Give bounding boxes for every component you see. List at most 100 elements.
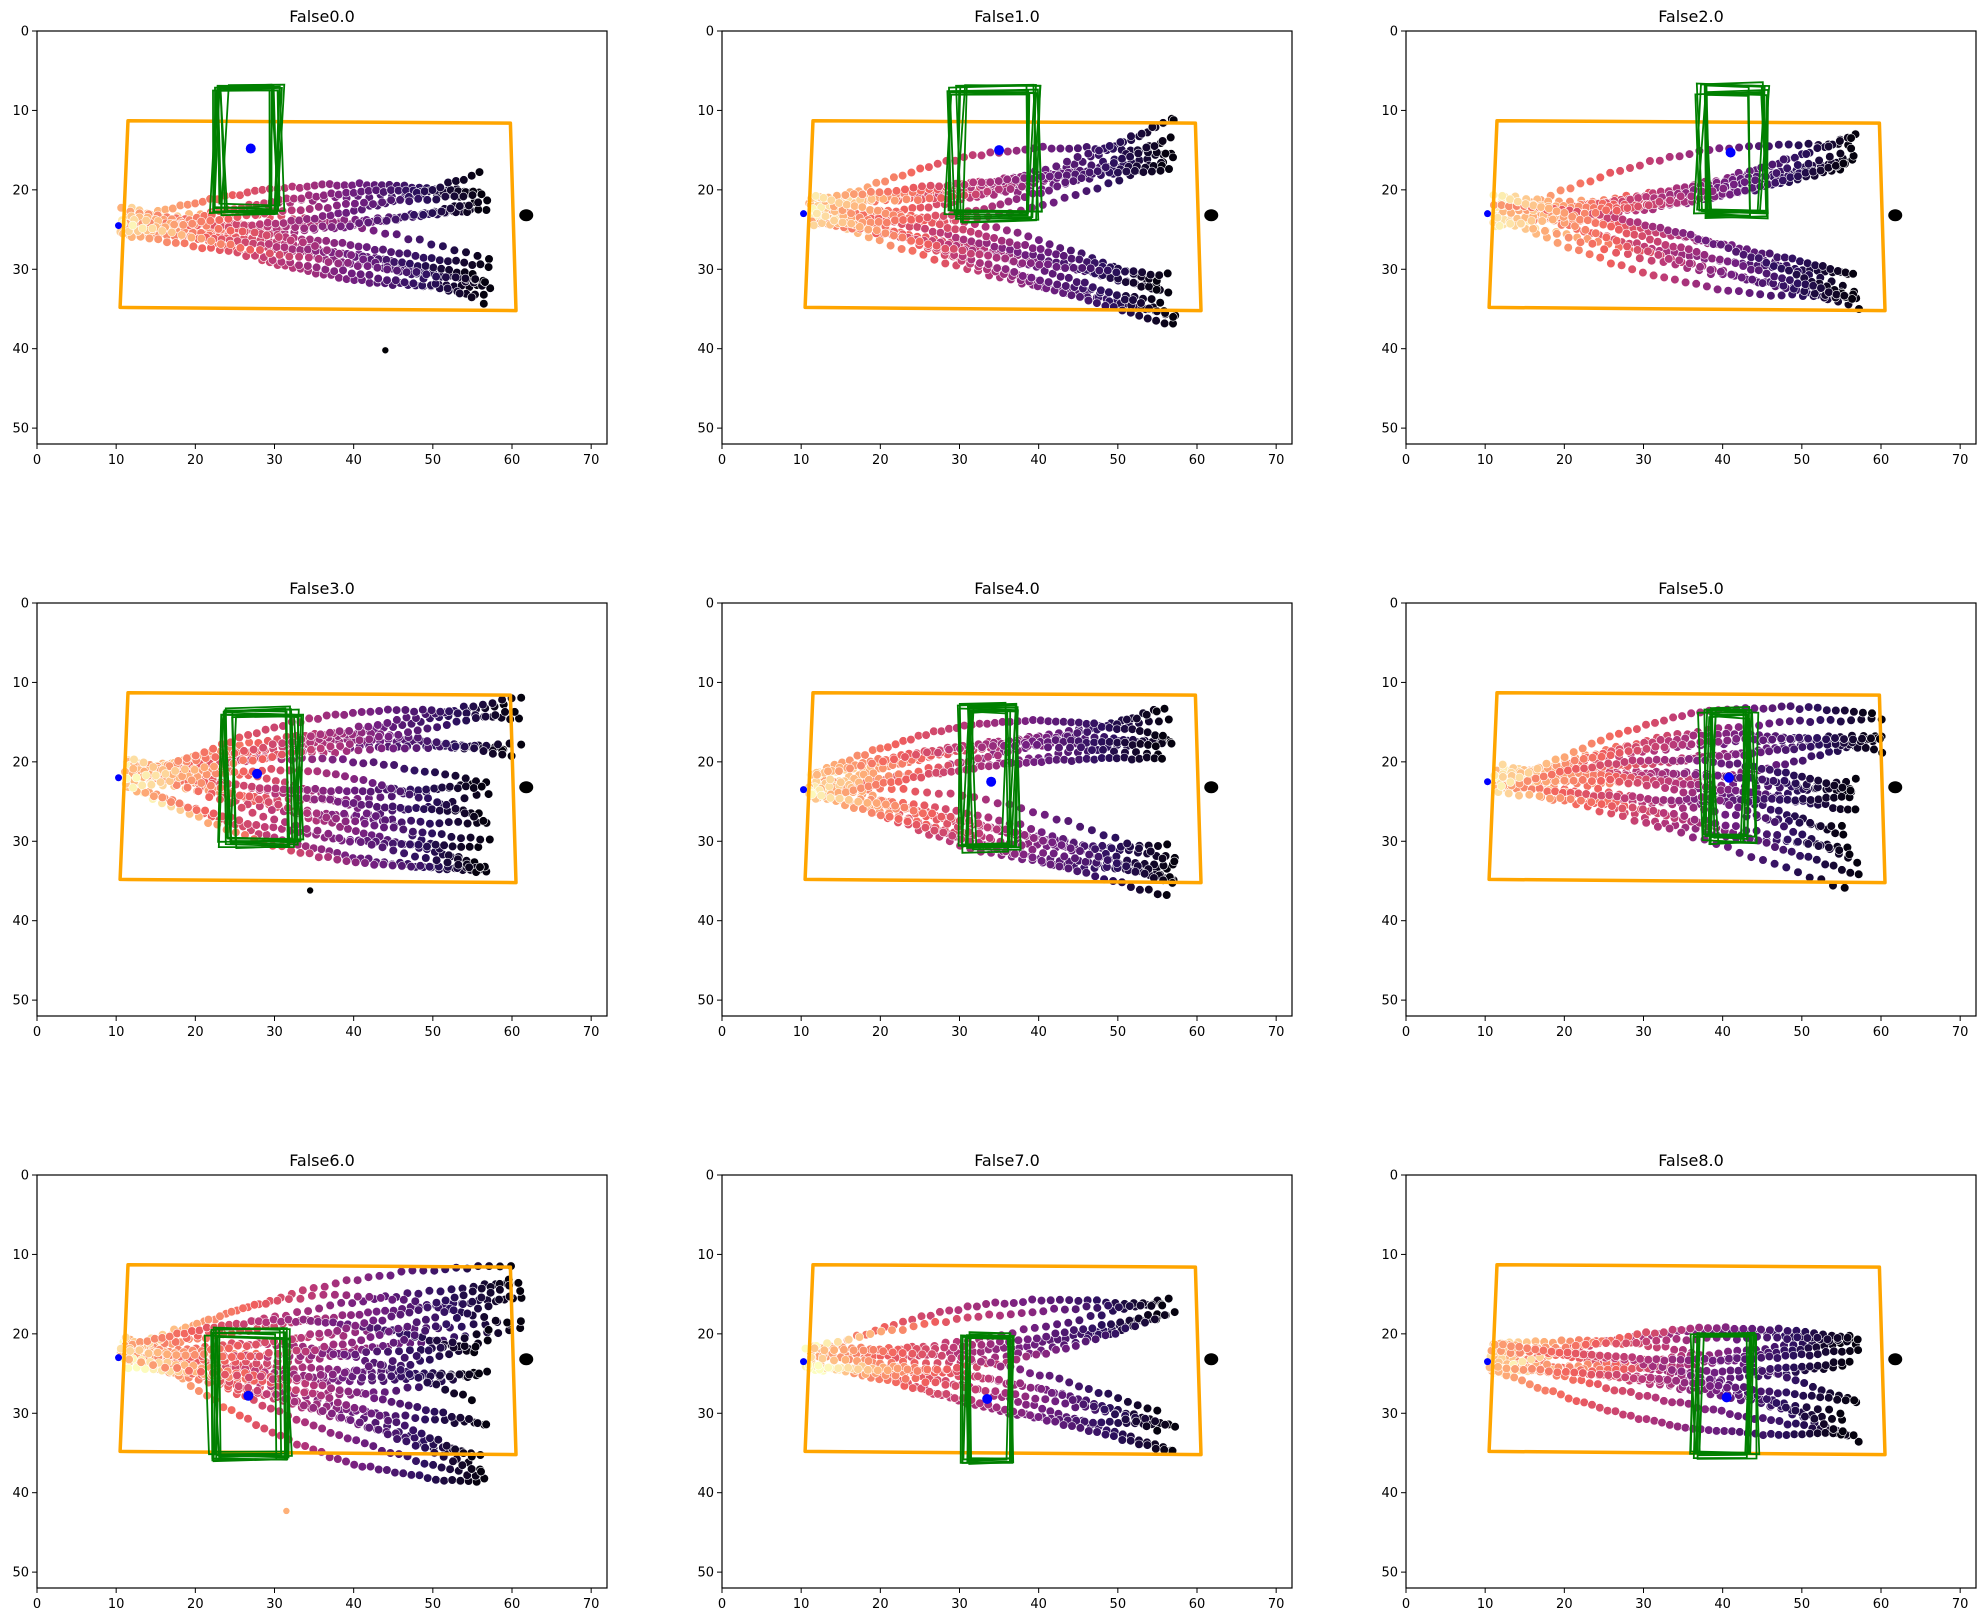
trajectory-point — [973, 229, 984, 239]
player-box — [947, 93, 1031, 215]
trajectory-point — [1073, 143, 1083, 153]
trajectory-point — [226, 239, 236, 249]
trajectory-point — [1060, 177, 1070, 187]
trajectory-point — [1829, 793, 1839, 803]
trajectory-point — [1587, 762, 1597, 773]
trajectory-point — [455, 201, 465, 211]
trajectory-point — [844, 795, 854, 805]
trajectory-point — [1064, 144, 1074, 154]
trajectory-point — [1803, 839, 1813, 849]
trajectory-point — [1813, 794, 1824, 805]
trajectory-point — [1638, 268, 1648, 278]
trajectory-point — [315, 729, 326, 740]
trajectory-point — [329, 238, 339, 248]
trajectory-point — [1505, 219, 1515, 229]
trajectory-point — [918, 808, 928, 818]
trajectory-point — [400, 743, 410, 754]
trajectory-point — [321, 236, 331, 246]
trajectory-point — [325, 741, 336, 752]
trajectory-point — [1765, 765, 1775, 775]
trajectory-point — [455, 288, 465, 299]
trajectory-point — [1149, 141, 1160, 151]
trajectory-point — [915, 163, 925, 174]
trajectory-point — [196, 778, 206, 788]
trajectory-point — [369, 226, 379, 236]
x-tick-label: 30 — [951, 1025, 968, 1040]
trajectory-point — [1082, 754, 1092, 764]
trajectory-point — [913, 731, 924, 741]
trajectory-point — [1845, 868, 1855, 878]
trajectory-point — [419, 804, 429, 814]
trajectory-point — [1788, 827, 1798, 837]
trajectory-point — [1617, 803, 1627, 814]
trajectory-point — [1552, 206, 1562, 216]
trajectory-point — [1051, 262, 1062, 272]
trajectory-point — [243, 819, 253, 829]
trajectory-point — [235, 243, 245, 253]
trajectory-point — [1803, 139, 1814, 149]
trajectory-point — [1059, 251, 1069, 261]
trajectory-point — [1769, 859, 1780, 869]
trajectory-point — [1644, 755, 1654, 766]
trajectory-point — [482, 195, 492, 205]
trajectory-point — [273, 799, 283, 810]
trajectory-point — [1128, 266, 1139, 276]
trajectory-point — [360, 818, 370, 829]
trajectory-point — [989, 242, 1000, 252]
trajectory-point — [985, 177, 995, 187]
trajectory-point — [1632, 245, 1643, 255]
trajectory-point — [1034, 235, 1044, 245]
y-tick-label: 10 — [12, 104, 29, 119]
trajectory-point — [453, 860, 463, 870]
trajectory-point — [1524, 790, 1534, 800]
trajectory-point — [1066, 246, 1076, 256]
trajectory-point — [958, 235, 969, 245]
trajectory-point — [1794, 733, 1804, 743]
trajectory-point — [1563, 765, 1573, 776]
trajectory-point — [840, 190, 851, 200]
trajectory-point — [1076, 173, 1087, 183]
trajectory-point — [436, 206, 447, 217]
trajectory-point — [341, 208, 351, 218]
trajectory-point — [488, 749, 498, 759]
trajectory-point — [1151, 741, 1161, 751]
trajectory-point — [1785, 716, 1795, 726]
trajectory-point — [298, 237, 308, 247]
trajectory-point — [1645, 156, 1655, 166]
trajectory-point — [312, 808, 322, 819]
trajectory-point — [384, 732, 394, 742]
trajectory-point — [983, 259, 994, 269]
y-tick-label: 0 — [21, 597, 29, 612]
trajectory-point — [160, 769, 171, 779]
player-box — [213, 86, 273, 211]
trajectory-point — [942, 223, 953, 233]
trajectory-point — [430, 767, 440, 777]
field-outline — [803, 118, 1203, 313]
trajectory-point — [1729, 179, 1739, 190]
trajectory-point — [286, 235, 296, 246]
trajectory-point — [993, 798, 1003, 808]
trajectory-point — [1018, 271, 1028, 281]
trajectory-point — [1074, 717, 1084, 728]
trajectory-point — [444, 817, 454, 827]
trajectory-point — [148, 762, 158, 772]
trajectory-point — [950, 224, 960, 234]
plot-area — [800, 690, 1219, 900]
trajectory-point — [516, 693, 526, 703]
trajectory-point — [1774, 717, 1785, 727]
trajectory-point — [1575, 237, 1586, 247]
trajectory-point — [316, 743, 326, 754]
trajectory-point — [935, 219, 945, 229]
ball-marker — [994, 145, 1005, 156]
trajectory-point — [129, 754, 139, 765]
trajectory-point — [160, 205, 170, 215]
trajectory-point — [166, 797, 176, 807]
trajectory-point — [418, 210, 428, 220]
trajectory-point — [302, 793, 312, 803]
trajectory-point — [411, 267, 422, 277]
trajectory-point — [1514, 772, 1524, 783]
trajectory-point — [1782, 834, 1793, 845]
trajectory-point — [443, 283, 453, 294]
trajectory-point — [417, 827, 428, 838]
trajectory-point — [878, 756, 888, 767]
